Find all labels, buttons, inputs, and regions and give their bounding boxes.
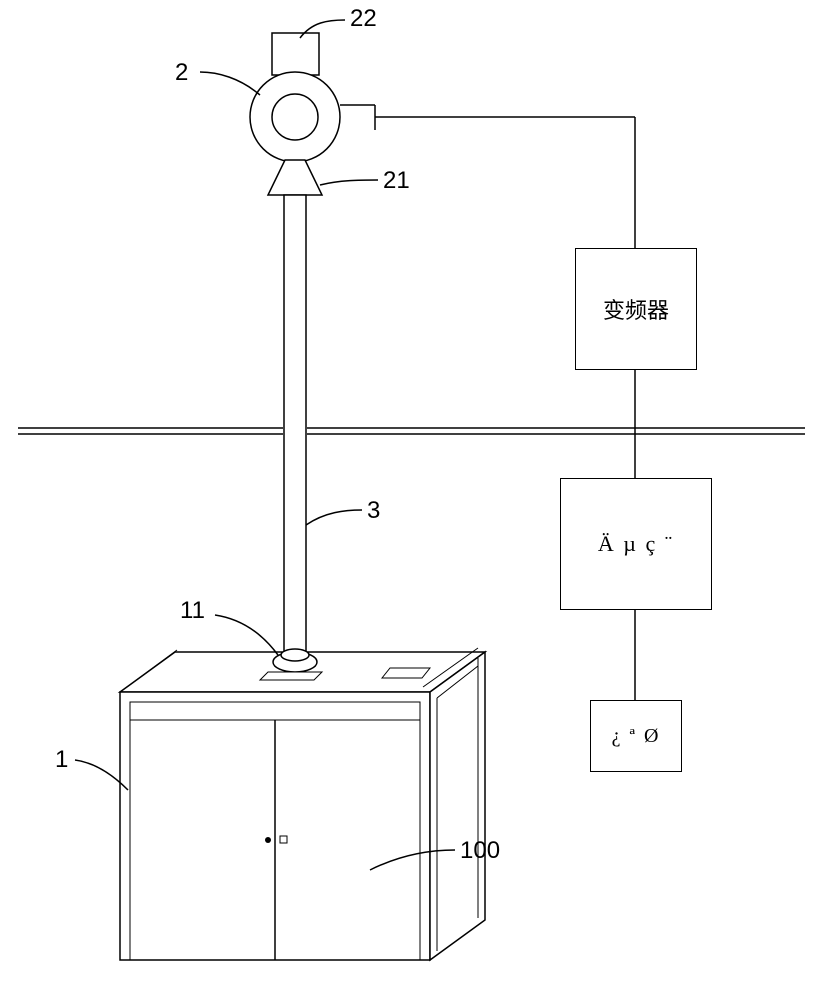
- label-100: 100: [460, 837, 500, 864]
- switch-label: ¿ ª Ø: [612, 725, 661, 748]
- label-22: 22: [350, 5, 377, 32]
- continuator-label: Ä µ ç ¨: [598, 531, 674, 557]
- fan-outlet: [272, 33, 319, 75]
- switch-box: ¿ ª Ø: [590, 700, 682, 772]
- label-1: 1: [55, 746, 68, 773]
- fan-base: [268, 160, 322, 195]
- cabinet: [0, 648, 485, 960]
- diagram-canvas: 22 2 21 3 11 1 100 变频器 Ä µ ç ¨ ¿ ª Ø: [0, 0, 823, 1000]
- label-2: 2: [175, 59, 188, 86]
- label-21: 21: [383, 167, 410, 194]
- pipe: [284, 195, 306, 655]
- label-3: 3: [367, 497, 380, 524]
- inverter-box: 变频器: [575, 248, 697, 370]
- fan-impeller: [272, 94, 318, 140]
- inverter-label: 变频器: [603, 293, 669, 325]
- label-11: 11: [180, 597, 205, 624]
- continuator-box: Ä µ ç ¨: [560, 478, 712, 610]
